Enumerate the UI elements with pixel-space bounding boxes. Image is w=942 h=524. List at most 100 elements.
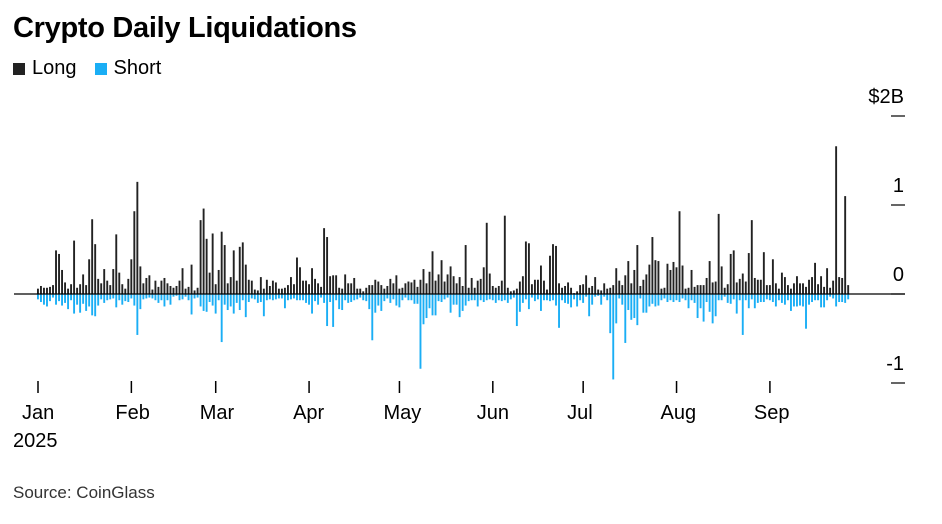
short-bar: [256, 294, 259, 303]
short-bar: [627, 294, 630, 311]
short-bar: [793, 294, 795, 307]
short-bar: [494, 294, 497, 303]
short-bar: [473, 294, 476, 301]
long-bar: [280, 288, 283, 294]
long-bar: [136, 181, 139, 294]
long-bar: [374, 279, 377, 294]
short-bar: [826, 294, 829, 301]
short-bar: [103, 294, 106, 303]
long-bar: [160, 280, 163, 294]
long-bar: [347, 283, 350, 294]
short-bar: [344, 294, 347, 301]
short-bar: [329, 294, 332, 303]
long-bar: [630, 283, 633, 294]
long-bar: [678, 211, 681, 294]
legend-swatch-long: [13, 62, 25, 75]
long-bar: [708, 261, 711, 294]
short-bar: [368, 294, 371, 310]
short-bar: [94, 294, 97, 317]
long-bar: [115, 234, 118, 294]
long-bar: [49, 286, 51, 294]
short-bar: [765, 294, 768, 300]
long-bar: [790, 288, 792, 294]
long-bar: [416, 286, 419, 294]
long-bar: [702, 285, 705, 294]
short-bar: [353, 294, 356, 301]
short-bar: [235, 294, 238, 303]
short-bar: [533, 294, 536, 302]
short-bar: [759, 294, 762, 303]
long-bar: [693, 286, 696, 294]
long-bar: [262, 288, 265, 294]
x-tick-label-jun: Jun: [477, 402, 509, 424]
short-bar: [747, 294, 750, 309]
short-bar: [169, 294, 172, 305]
long-bar: [362, 291, 365, 294]
short-bar: [341, 294, 344, 311]
long-bar: [530, 284, 533, 294]
long-bar: [546, 289, 548, 294]
long-bar: [443, 281, 446, 294]
short-bar: [612, 294, 615, 380]
long-bar: [485, 222, 488, 294]
long-bar: [169, 285, 172, 294]
long-bar: [527, 243, 530, 294]
long-bar: [283, 287, 286, 294]
long-bar: [365, 287, 368, 294]
short-bar: [395, 294, 398, 306]
long-bar: [829, 287, 832, 294]
long-bar: [732, 250, 735, 294]
long-bar: [627, 261, 630, 294]
long-bar: [618, 280, 621, 294]
long-bar: [744, 281, 747, 294]
short-bar: [552, 294, 554, 301]
legend-item-long: Long: [13, 57, 77, 80]
long-bar: [711, 282, 714, 294]
long-bar: [389, 278, 392, 294]
short-bar: [109, 294, 112, 300]
long-bar: [383, 288, 386, 294]
long-bar: [726, 284, 729, 294]
short-bar: [283, 294, 286, 309]
long-bar: [500, 280, 503, 294]
long-bar: [567, 282, 570, 294]
long-bar: [181, 268, 184, 294]
short-bar: [521, 294, 524, 303]
short-bar: [440, 294, 443, 303]
long-bar: [94, 244, 97, 294]
long-bar: [543, 280, 545, 294]
long-bar: [597, 289, 600, 294]
short-bar: [64, 294, 67, 303]
long-bar: [612, 285, 615, 294]
short-bar: [127, 294, 130, 303]
long-bar: [163, 277, 166, 294]
long-bar: [359, 288, 362, 294]
long-bar: [464, 245, 467, 294]
long-bar: [229, 277, 232, 294]
short-bar: [250, 294, 253, 299]
long-bar: [154, 280, 157, 294]
long-bar: [434, 280, 437, 294]
long-bar: [506, 287, 509, 294]
long-bar: [669, 269, 672, 294]
short-bar: [296, 294, 298, 301]
short-bar: [40, 294, 42, 303]
long-bar: [717, 213, 720, 294]
short-bar: [621, 294, 624, 305]
x-tick-label-sep: Sep: [754, 402, 790, 424]
short-bar: [796, 294, 798, 307]
short-bar: [666, 294, 669, 303]
short-bar: [371, 294, 374, 341]
short-bar: [196, 294, 199, 298]
long-bar: [320, 286, 323, 294]
short-bar: [820, 294, 823, 308]
legend: Long Short: [13, 57, 161, 80]
long-bar: [217, 269, 220, 294]
short-bar: [308, 294, 310, 305]
short-bar: [61, 294, 63, 306]
short-bar: [145, 294, 148, 299]
long-bar: [271, 280, 274, 294]
long-bar: [338, 287, 341, 294]
long-bar: [729, 253, 732, 294]
short-bar: [672, 294, 675, 303]
